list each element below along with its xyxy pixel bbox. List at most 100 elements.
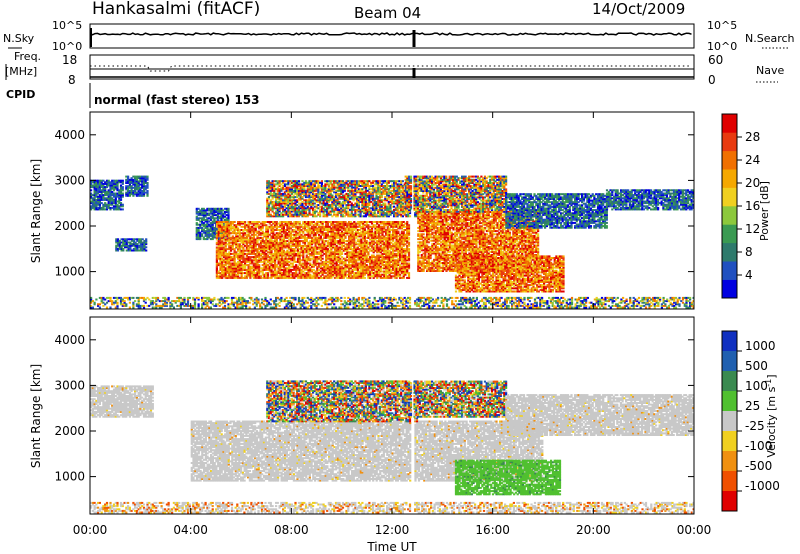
heatmap-cell: [227, 207, 230, 210]
heatmap-cell: [355, 275, 358, 278]
heatmap-cell: [353, 265, 356, 268]
heatmap-cell: [139, 183, 142, 186]
heatmap-cell: [376, 230, 379, 233]
heatmap-cell: [215, 259, 218, 262]
heatmap-cell: [228, 244, 231, 247]
heatmap-cell: [537, 296, 540, 299]
heatmap-cell: [321, 238, 324, 241]
heatmap-cell: [284, 254, 287, 257]
heatmap-cell: [302, 257, 305, 260]
heatmap-cell: [295, 254, 298, 257]
heatmap-cell: [199, 223, 202, 226]
heatmap-cell: [146, 185, 149, 188]
heatmap-cell: [281, 260, 284, 263]
heatmap-cell: [280, 296, 283, 299]
heatmap-cell: [272, 225, 275, 228]
heatmap-cell: [583, 304, 586, 307]
heatmap-cell: [381, 225, 384, 228]
heatmap-cell: [353, 254, 356, 257]
heatmap-cell: [358, 256, 361, 259]
heatmap-cell: [424, 303, 427, 306]
heatmap-cell: [339, 232, 342, 235]
heatmap-cell: [339, 229, 342, 231]
heatmap-cell: [360, 275, 363, 278]
heatmap-cell: [332, 251, 335, 254]
heatmap-cell: [209, 228, 212, 231]
heatmap-cell: [227, 211, 230, 213]
heatmap-cell: [362, 233, 365, 236]
heatmap-cell: [326, 221, 329, 223]
heatmap-cell: [349, 260, 352, 263]
heatmap-cell: [323, 265, 326, 268]
heatmap-cell: [254, 260, 257, 263]
heatmap-cell: [107, 205, 110, 208]
heatmap-cell: [228, 227, 231, 230]
heatmap-cell: [337, 225, 340, 228]
heatmap-cell: [251, 230, 254, 233]
heatmap-cell: [266, 273, 270, 276]
heatmap-cell: [380, 301, 383, 304]
heatmap-cell: [224, 256, 227, 259]
heatmap-cell: [370, 229, 374, 231]
heatmap-cell: [282, 238, 285, 241]
heatmap-cell: [607, 304, 611, 307]
heatmap-cell: [221, 262, 224, 265]
heatmap-cell: [344, 221, 347, 223]
heatmap-cell: [144, 301, 147, 304]
heatmap-cell: [599, 306, 602, 309]
heatmap-cell: [325, 224, 328, 227]
heatmap-cell: [319, 276, 322, 279]
heatmap-cell: [360, 273, 363, 276]
heatmap-cell: [351, 275, 354, 278]
heatmap-cell: [284, 257, 287, 260]
heatmap-cell: [259, 249, 263, 252]
heatmap-cell: [98, 200, 101, 203]
heatmap-cell: [340, 230, 344, 233]
heatmap-cell: [272, 248, 275, 251]
heatmap-cell: [349, 224, 352, 227]
heatmap-cell: [146, 304, 149, 307]
heatmap-cell: [340, 273, 344, 276]
heatmap-cell: [328, 257, 331, 260]
heatmap-cell: [230, 296, 234, 299]
heatmap-cell: [164, 296, 167, 299]
heatmap-cell: [307, 268, 310, 271]
heatmap-cell: [333, 240, 337, 243]
heatmap-cell: [358, 235, 361, 238]
heatmap-cell: [400, 301, 403, 304]
heatmap-cell: [241, 304, 244, 307]
heatmap-cell: [303, 272, 307, 275]
heatmap-cell: [245, 270, 248, 273]
heatmap-cell: [122, 244, 125, 247]
heatmap-cell: [206, 230, 209, 233]
heatmap-cell: [268, 241, 271, 244]
heatmap-cell: [125, 194, 128, 197]
heatmap-cell: [378, 296, 382, 299]
heatmap-cell: [307, 248, 310, 251]
heatmap-cell: [303, 243, 307, 246]
heatmap-cell: [224, 222, 227, 225]
heatmap-cell: [458, 303, 461, 306]
heatmap-cell: [316, 221, 319, 223]
heatmap-cell: [277, 225, 280, 228]
heatmap-cell: [323, 262, 326, 265]
heatmap-cell: [137, 175, 140, 178]
heatmap-cell: [332, 225, 335, 228]
heatmap-cell: [240, 265, 243, 268]
heatmap-cell: [134, 190, 137, 192]
heatmap-cell: [296, 243, 300, 246]
heatmap-cell: [91, 198, 94, 201]
heatmap-cell: [312, 275, 315, 278]
heatmap-cell: [127, 182, 130, 184]
heatmap-cell: [275, 224, 278, 227]
heatmap-cell: [239, 301, 242, 304]
heatmap-cell: [530, 296, 533, 299]
heatmap-cell: [363, 264, 366, 267]
heatmap-cell: [100, 190, 103, 193]
heatmap-cell: [641, 301, 644, 304]
heatmap-cell: [331, 300, 334, 303]
heatmap-cell: [142, 183, 146, 186]
heatmap-cell: [219, 267, 222, 270]
heatmap-cell: [144, 180, 147, 183]
heatmap-cell: [377, 272, 381, 275]
